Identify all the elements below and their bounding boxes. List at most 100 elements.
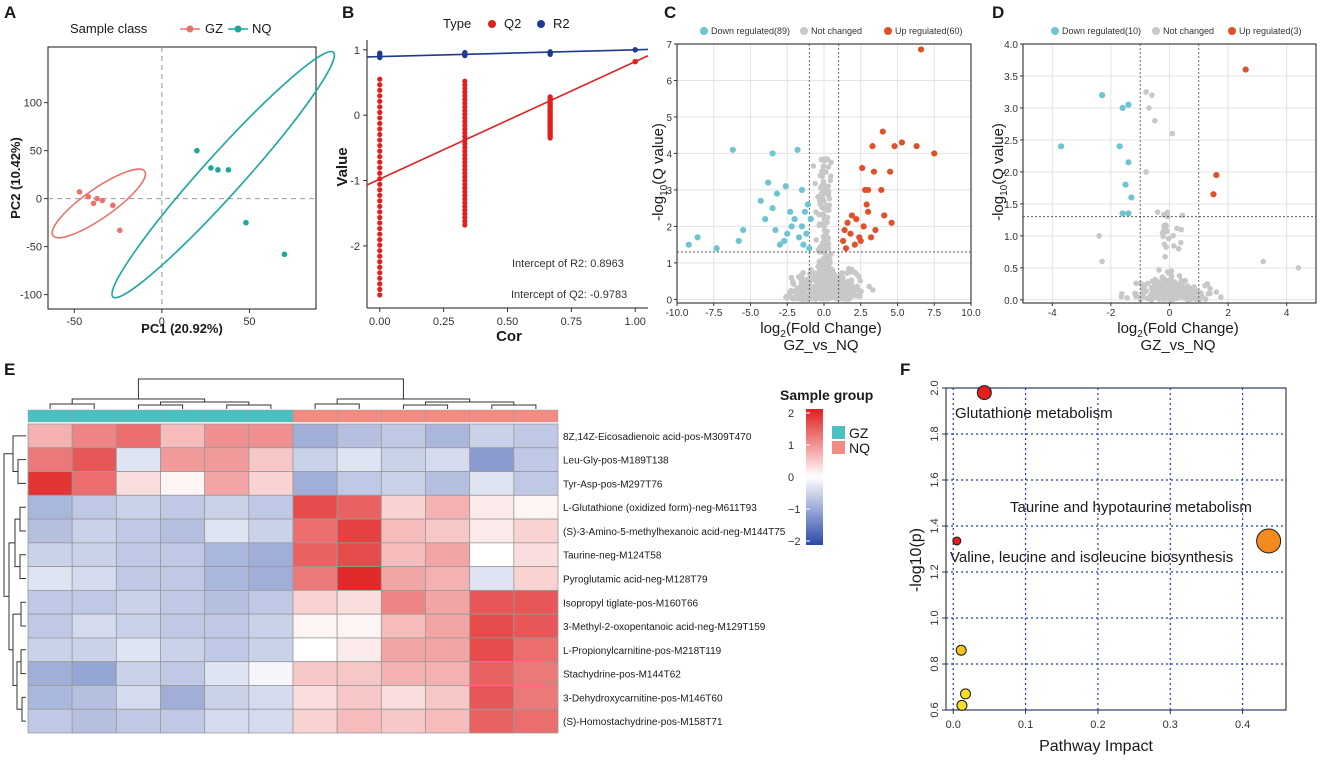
point-r2 xyxy=(632,47,638,53)
y-tick-label: 3.0 xyxy=(1004,104,1018,115)
point-not-changed xyxy=(1168,293,1175,299)
x-axis-title-b: Cor xyxy=(496,328,522,345)
point-down-regulated xyxy=(729,146,736,153)
heatmap-row-label: (S)-3-Amino-5-methylhexanoic acid-neg-M1… xyxy=(563,527,786,538)
x-tick-label: 0.0 xyxy=(817,308,831,319)
point-up-regulated xyxy=(872,226,879,234)
point-not-changed xyxy=(826,202,833,209)
legend-point-up-d xyxy=(1228,27,1236,35)
point-not-changed xyxy=(1176,272,1183,279)
point-up-regulated xyxy=(891,143,898,150)
y-tick-label-f: 0.8 xyxy=(929,656,941,671)
point-q2 xyxy=(462,82,468,88)
heatmap-cell xyxy=(513,613,559,639)
heatmap-cell xyxy=(292,447,338,472)
legend-point-nq xyxy=(234,25,242,33)
heatmap-cell xyxy=(204,447,250,472)
pathway-point xyxy=(1256,528,1282,554)
y-tick-label: 3.5 xyxy=(1004,72,1018,83)
point-not-changed xyxy=(820,178,827,185)
legend-title-a: Sample class xyxy=(70,21,148,36)
group-bar-cell-gz xyxy=(204,409,250,423)
point-not-changed xyxy=(824,207,831,213)
heatmap-cell xyxy=(380,447,426,472)
point-q2 xyxy=(377,192,383,198)
point-not-changed xyxy=(848,277,855,283)
heatmap-cell xyxy=(204,471,250,496)
point-q2 xyxy=(377,93,383,99)
point-q2 xyxy=(377,176,383,182)
point-not-changed xyxy=(1164,286,1171,293)
heatmap-cell xyxy=(469,447,515,472)
x-tick-label: -10.0 xyxy=(666,308,689,319)
point-q2 xyxy=(462,156,468,162)
point-q2 xyxy=(462,115,468,121)
heatmap-cell xyxy=(204,589,250,615)
heatmap-cell xyxy=(380,566,426,591)
heatmap-cell xyxy=(425,566,471,591)
point-not-changed xyxy=(1165,235,1172,242)
heatmap-cell xyxy=(204,423,250,449)
y-tick-label-b: 0 xyxy=(354,110,360,122)
heatmap-cell xyxy=(71,423,117,449)
heatmap-cell xyxy=(160,447,206,472)
point-not-changed xyxy=(797,274,803,281)
point-down-regulated xyxy=(1125,210,1132,217)
point-not-changed xyxy=(1218,294,1224,300)
heatmap-cell xyxy=(115,661,161,686)
legend-point-gz xyxy=(186,25,194,33)
y-tick-label-a: -50 xyxy=(26,242,42,254)
point-up-regulated xyxy=(879,128,886,135)
point-not-changed xyxy=(819,289,826,296)
heatmap-cell xyxy=(115,471,161,496)
group-bar-cell-nq xyxy=(513,409,559,423)
heatmap-cell xyxy=(469,494,515,520)
point-q2 xyxy=(377,120,383,127)
point-gz xyxy=(99,197,106,204)
col-dendro-link xyxy=(491,404,537,409)
point-up-regulated xyxy=(853,215,860,223)
panel-label-c: C xyxy=(664,3,676,22)
y-tick-label: 2.5 xyxy=(1004,136,1018,147)
point-q2 xyxy=(377,154,383,160)
heatmap-cell xyxy=(115,589,161,615)
heatmap-cell xyxy=(160,685,206,710)
heatmap-cell xyxy=(71,685,117,710)
point-q2 xyxy=(377,286,383,292)
point-not-changed xyxy=(818,194,825,201)
point-not-changed xyxy=(839,269,845,276)
heatmap-cell xyxy=(248,447,294,472)
heatmap-cell xyxy=(425,685,471,710)
x-tick-label-b: 1.00 xyxy=(625,316,646,328)
heatmap-cell xyxy=(160,542,206,568)
heatmap-cell xyxy=(115,542,161,568)
point-down-regulated xyxy=(794,146,801,153)
point-not-changed xyxy=(1160,285,1167,292)
point-r2 xyxy=(377,50,383,56)
point-down-regulated xyxy=(803,230,810,237)
point-r2 xyxy=(462,49,468,56)
point-not-changed xyxy=(826,287,832,293)
point-not-changed xyxy=(828,266,835,272)
row-dendro-link xyxy=(3,453,13,597)
heatmap-cell xyxy=(469,661,515,686)
panel-label-d: D xyxy=(992,3,1004,22)
point-up-regulated xyxy=(857,237,864,245)
point-not-changed xyxy=(1159,230,1166,236)
heatmap-cell xyxy=(292,518,338,544)
point-not-changed xyxy=(1119,290,1125,297)
point-q2 xyxy=(462,111,468,117)
point-not-changed xyxy=(1162,222,1169,228)
legend-label-up-d: Up regulated(3) xyxy=(1239,26,1302,36)
pathway-point xyxy=(976,385,992,401)
point-not-changed xyxy=(1180,290,1186,296)
point-down-regulated xyxy=(740,226,747,234)
point-down-regulated xyxy=(1122,181,1129,188)
point-q2 xyxy=(462,133,468,140)
heatmap-cell xyxy=(160,471,206,496)
heatmap-cell xyxy=(425,589,471,615)
point-q2 xyxy=(462,130,468,136)
heatmap-cell xyxy=(425,708,471,734)
heatmap-cell xyxy=(204,708,250,734)
point-down-regulated xyxy=(1119,104,1126,112)
